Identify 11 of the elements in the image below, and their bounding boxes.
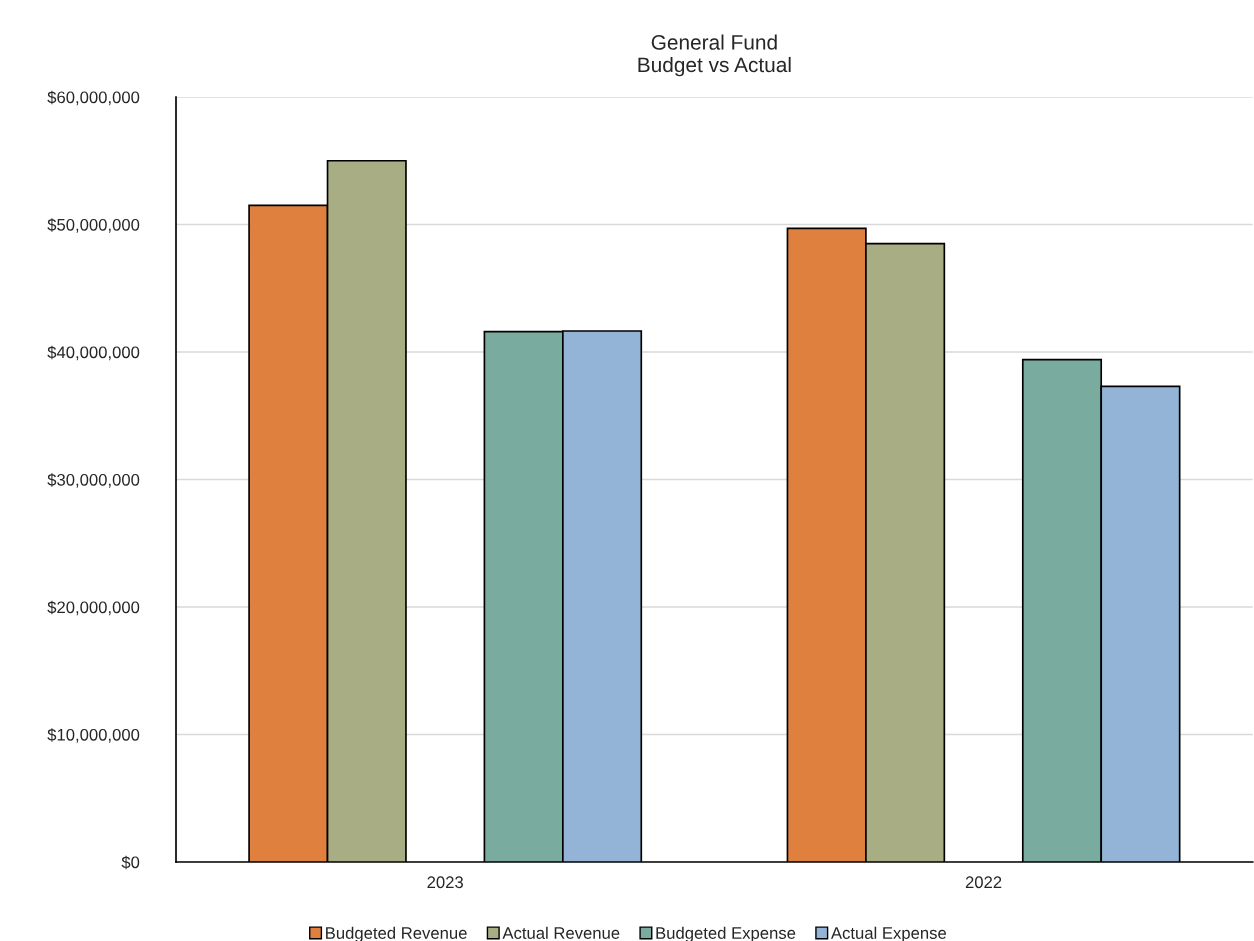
y-tick-label: $30,000,000 [47,473,140,488]
y-tick-label: $40,000,000 [47,345,140,361]
y-tick-label: $50,000,000 [47,218,140,233]
y-tick-label: $20,000,000 [47,600,140,616]
legend-label: Actual Revenue [502,926,620,939]
y-tick-label: $60,000,000 [47,90,140,106]
x-tick-label: 2023 [427,876,463,889]
x-tick-label: 2022 [965,876,1002,889]
y-tick-label: $0 [121,855,140,870]
y-tick-label: $10,000,000 [47,728,140,743]
chart-title: General Fund Budget vs Actual [638,34,791,77]
